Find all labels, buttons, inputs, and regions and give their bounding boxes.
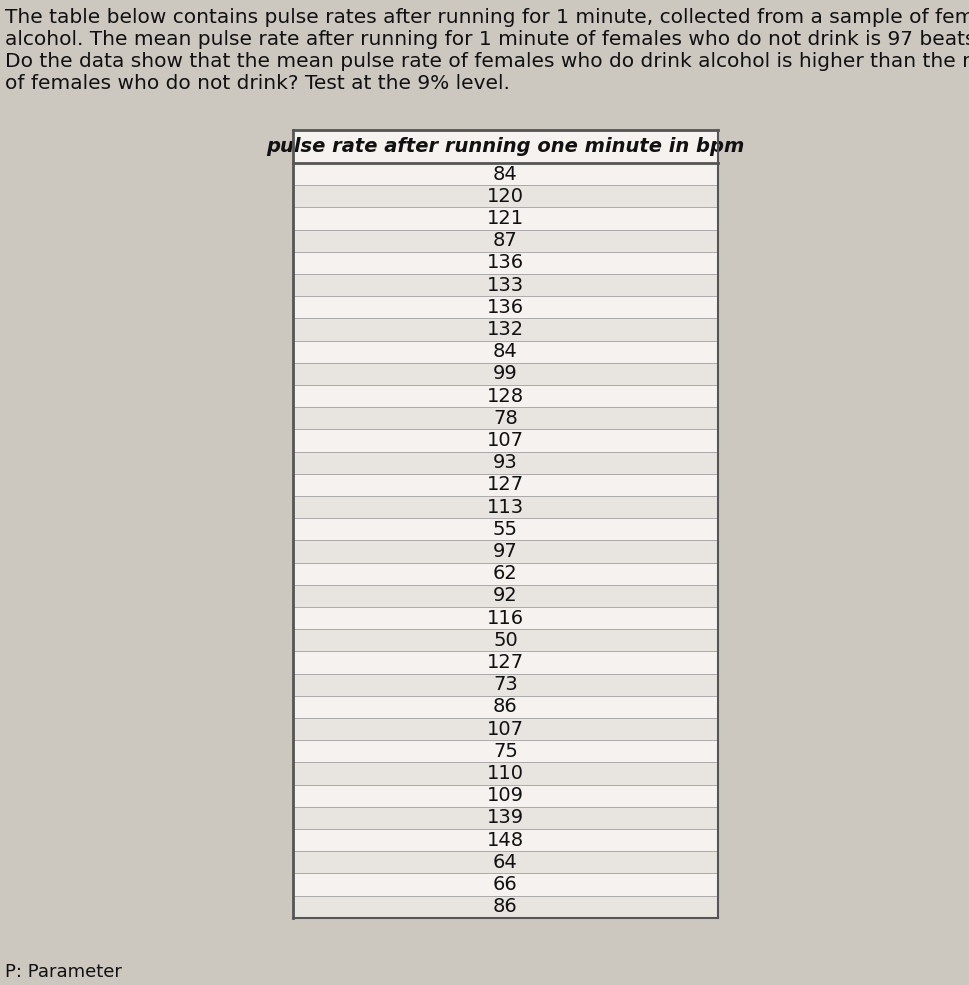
Text: 127: 127 <box>486 476 523 494</box>
Text: 62: 62 <box>492 564 517 583</box>
Bar <box>293 851 717 874</box>
Bar <box>293 718 717 740</box>
Text: 136: 136 <box>486 253 523 273</box>
Text: 120: 120 <box>486 187 523 206</box>
Text: 55: 55 <box>492 520 517 539</box>
Bar <box>293 496 717 518</box>
Bar <box>293 451 717 474</box>
Text: 78: 78 <box>492 409 517 427</box>
Text: alcohol. The mean pulse rate after running for 1 minute of females who do not dr: alcohol. The mean pulse rate after runni… <box>5 30 969 49</box>
Text: 86: 86 <box>492 897 517 916</box>
Text: 110: 110 <box>486 764 523 783</box>
Text: 84: 84 <box>492 164 517 183</box>
Text: 109: 109 <box>486 786 523 805</box>
Bar <box>293 585 717 607</box>
Text: 84: 84 <box>492 342 517 361</box>
Text: 66: 66 <box>492 875 517 894</box>
Text: 139: 139 <box>486 809 523 827</box>
Bar <box>293 762 717 785</box>
Text: 99: 99 <box>492 364 517 383</box>
Bar <box>293 407 717 429</box>
Text: pulse rate after running one minute in bpm: pulse rate after running one minute in b… <box>266 137 744 156</box>
Text: 86: 86 <box>492 697 517 716</box>
Text: 127: 127 <box>486 653 523 672</box>
Text: 93: 93 <box>492 453 517 472</box>
Text: 128: 128 <box>486 386 523 406</box>
Text: P: Parameter: P: Parameter <box>5 963 122 981</box>
Text: 64: 64 <box>492 853 517 872</box>
Text: 75: 75 <box>492 742 517 760</box>
Text: 97: 97 <box>492 542 517 561</box>
Text: 107: 107 <box>486 431 523 450</box>
Bar <box>293 230 717 252</box>
Bar <box>293 274 717 296</box>
Text: 73: 73 <box>492 675 517 694</box>
Text: 133: 133 <box>486 276 523 295</box>
Text: 136: 136 <box>486 297 523 317</box>
Text: 87: 87 <box>492 231 517 250</box>
Bar <box>293 541 717 562</box>
Bar <box>293 807 717 829</box>
Text: 148: 148 <box>486 830 523 850</box>
Bar <box>293 629 717 651</box>
Bar <box>293 318 717 341</box>
Text: of females who do not drink? Test at the 9% level.: of females who do not drink? Test at the… <box>5 74 510 93</box>
Text: 113: 113 <box>486 497 523 516</box>
Text: 50: 50 <box>492 630 517 650</box>
Text: 132: 132 <box>486 320 523 339</box>
Text: Do the data show that the mean pulse rate of females who do drink alcohol is hig: Do the data show that the mean pulse rat… <box>5 52 969 71</box>
Bar <box>293 895 717 918</box>
Text: 107: 107 <box>486 720 523 739</box>
Bar <box>293 362 717 385</box>
Text: 92: 92 <box>492 586 517 606</box>
Text: 121: 121 <box>486 209 523 228</box>
Bar <box>293 674 717 695</box>
Bar <box>293 185 717 208</box>
Text: 116: 116 <box>486 609 523 627</box>
Text: The table below contains pulse rates after running for 1 minute, collected from : The table below contains pulse rates aft… <box>5 8 969 27</box>
